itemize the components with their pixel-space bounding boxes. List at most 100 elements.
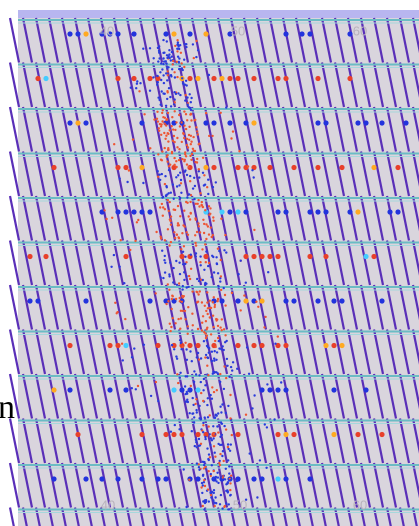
hit xyxy=(67,31,72,36)
hit xyxy=(187,286,189,288)
hit xyxy=(193,370,195,372)
hit xyxy=(176,76,178,78)
hit xyxy=(157,170,159,172)
hit xyxy=(167,228,169,230)
hit xyxy=(183,133,185,135)
hit xyxy=(161,250,163,252)
hit xyxy=(243,254,248,259)
hit xyxy=(170,75,172,77)
hit xyxy=(190,385,192,387)
hit xyxy=(190,143,192,145)
hit xyxy=(171,344,173,346)
hit xyxy=(208,500,210,502)
hit xyxy=(195,398,197,400)
hit xyxy=(207,416,209,418)
hit xyxy=(217,476,219,478)
hit xyxy=(185,348,187,350)
hit xyxy=(249,452,251,454)
hit xyxy=(174,237,176,239)
hit xyxy=(131,31,136,36)
hit xyxy=(178,224,180,226)
hit xyxy=(130,87,132,89)
hit xyxy=(169,129,171,131)
hit xyxy=(190,113,192,115)
hit xyxy=(164,147,166,149)
hit xyxy=(253,394,255,396)
hit xyxy=(185,393,187,395)
hit xyxy=(186,359,188,361)
hit xyxy=(193,381,195,383)
hit xyxy=(187,234,189,236)
hit xyxy=(259,254,264,259)
hit xyxy=(171,152,173,154)
hit xyxy=(200,204,202,206)
hit xyxy=(232,361,234,363)
hit xyxy=(183,66,185,68)
hit xyxy=(167,199,169,201)
hit xyxy=(216,415,218,417)
hit xyxy=(185,128,187,130)
hit xyxy=(198,205,200,207)
hit xyxy=(274,343,276,345)
page: {"top_labels": ["40", "50", "60"], "bott… xyxy=(0,0,419,526)
hit xyxy=(190,254,192,256)
hit xyxy=(157,120,159,122)
hit xyxy=(212,315,214,317)
hit xyxy=(201,248,203,250)
hit xyxy=(207,374,209,376)
hit xyxy=(196,231,198,233)
hit xyxy=(183,125,185,127)
hit xyxy=(217,443,219,445)
hit xyxy=(235,432,240,437)
hit xyxy=(267,271,269,273)
hit xyxy=(201,301,203,303)
hit xyxy=(204,438,206,440)
hit xyxy=(132,138,134,140)
hit xyxy=(191,360,193,362)
hit xyxy=(188,126,190,128)
hit xyxy=(181,77,183,79)
hit xyxy=(182,69,184,71)
hit xyxy=(194,234,196,236)
hit xyxy=(99,476,104,481)
hit xyxy=(209,394,211,396)
hit xyxy=(307,476,312,481)
hit xyxy=(216,425,218,427)
hit xyxy=(230,366,232,368)
hit xyxy=(190,268,192,270)
hit xyxy=(187,146,189,148)
hit xyxy=(170,431,172,433)
hit xyxy=(190,141,192,143)
hit xyxy=(197,133,199,135)
hit xyxy=(200,357,202,359)
hit xyxy=(178,57,180,59)
hit xyxy=(171,116,173,118)
hit xyxy=(139,82,141,84)
hit xyxy=(172,317,174,319)
hit xyxy=(217,285,219,287)
hit xyxy=(169,262,171,264)
hit xyxy=(251,407,253,409)
hit xyxy=(168,210,170,212)
hit xyxy=(181,158,183,160)
hit xyxy=(163,82,165,84)
hit xyxy=(208,262,210,264)
hit xyxy=(121,343,123,345)
hit xyxy=(177,174,179,176)
hit xyxy=(157,400,159,402)
hit xyxy=(224,334,226,336)
hit xyxy=(205,238,207,240)
hit xyxy=(229,489,231,491)
hit xyxy=(212,477,214,479)
hit xyxy=(123,387,128,392)
hit xyxy=(186,144,188,146)
hit xyxy=(207,488,209,490)
hit xyxy=(195,387,200,392)
hit xyxy=(223,249,225,251)
hit xyxy=(178,68,180,70)
hit xyxy=(137,219,139,221)
hit xyxy=(162,206,164,208)
hit xyxy=(198,438,200,440)
hit xyxy=(83,476,88,481)
hit xyxy=(186,391,188,393)
